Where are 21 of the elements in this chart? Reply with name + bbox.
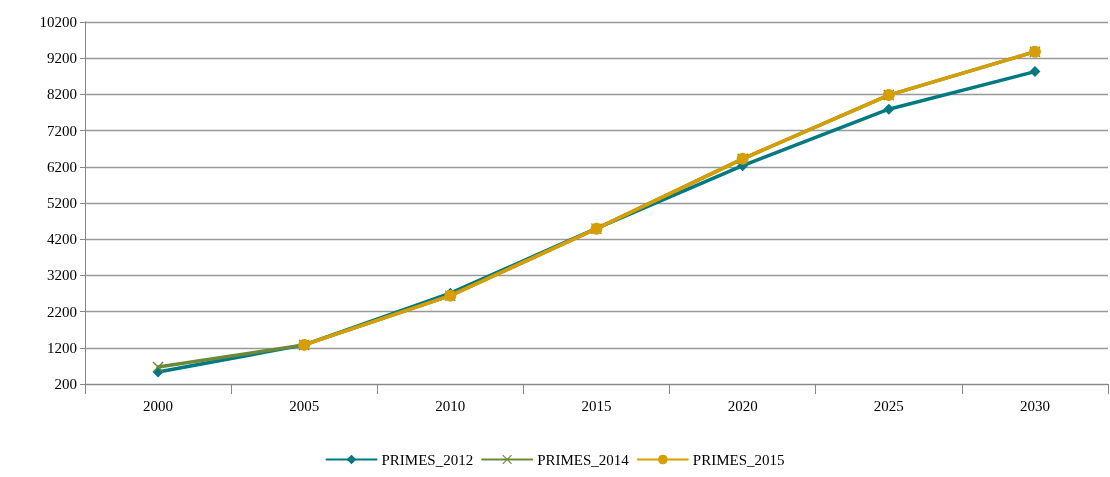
y-tick-label: 2200 xyxy=(47,303,77,320)
y-tick-label: 1200 xyxy=(47,339,77,356)
legend-label: PRIMES_2015 xyxy=(692,451,785,468)
y-tick-label: 4200 xyxy=(47,231,77,248)
x-tick-label: 2015 xyxy=(581,397,612,414)
x-tick-label: 2005 xyxy=(289,397,320,414)
x-tick-label: 2010 xyxy=(435,397,466,414)
y-tick-label: 200 xyxy=(54,376,77,392)
y-tick-label: 5200 xyxy=(47,195,77,211)
y-tick-label: 8200 xyxy=(47,86,77,103)
x-tick-label: 2000 xyxy=(143,397,174,414)
y-tick-label: 3200 xyxy=(47,267,77,284)
x-tick-label: 2025 xyxy=(873,397,904,414)
y-tick-label: 9200 xyxy=(47,50,77,67)
x-tick-label: 2020 xyxy=(727,397,758,414)
legend-label: PRIMES_2014 xyxy=(537,451,630,468)
x-tick-label: 2030 xyxy=(1019,397,1050,414)
y-tick-label: 6200 xyxy=(47,158,77,175)
y-tick-label: 7200 xyxy=(47,122,77,139)
y-tick-label: 10200 xyxy=(39,14,77,30)
legend-label: PRIMES_2012 xyxy=(381,451,474,468)
